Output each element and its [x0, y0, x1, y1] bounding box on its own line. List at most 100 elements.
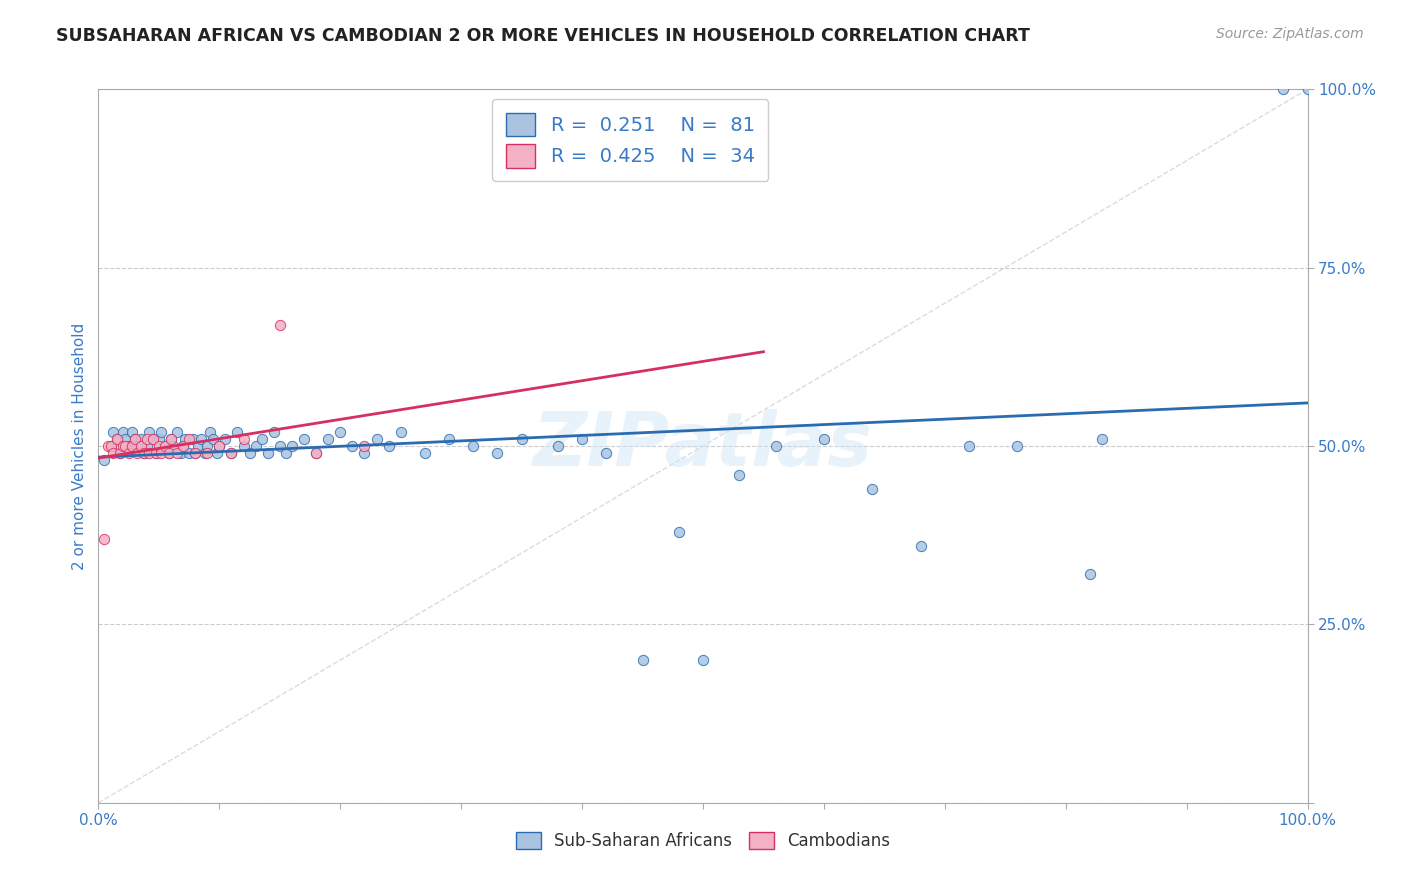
Point — [269, 318, 291, 332]
Point — [111, 425, 134, 439]
Point — [138, 425, 160, 439]
Point — [860, 482, 883, 496]
Point — [108, 446, 131, 460]
Point — [353, 439, 375, 453]
Point — [281, 439, 304, 453]
Point — [169, 446, 191, 460]
Point — [127, 446, 149, 460]
Point — [97, 439, 120, 453]
Text: ZIPatlas: ZIPatlas — [533, 409, 873, 483]
Point — [118, 446, 141, 460]
Point — [101, 425, 124, 439]
Point — [329, 425, 352, 439]
Point — [263, 425, 285, 439]
Point — [205, 446, 228, 460]
Point — [366, 432, 388, 446]
Point — [232, 439, 254, 453]
Point — [114, 439, 136, 453]
Text: Source: ZipAtlas.com: Source: ZipAtlas.com — [1216, 27, 1364, 41]
Point — [142, 432, 165, 446]
Point — [547, 439, 569, 453]
Point — [174, 432, 197, 446]
Point — [437, 432, 460, 446]
Point — [1296, 82, 1319, 96]
Point — [668, 524, 690, 539]
Point — [129, 432, 152, 446]
Point — [114, 432, 136, 446]
Point — [179, 432, 201, 446]
Point — [160, 432, 183, 446]
Point — [162, 439, 184, 453]
Point — [342, 439, 364, 453]
Point — [256, 446, 278, 460]
Point — [232, 432, 254, 446]
Point — [226, 425, 249, 439]
Point — [150, 446, 173, 460]
Point — [813, 432, 835, 446]
Point — [118, 439, 141, 453]
Point — [150, 425, 173, 439]
Point — [148, 432, 170, 446]
Point — [190, 432, 212, 446]
Point — [157, 446, 180, 460]
Point — [166, 446, 188, 460]
Point — [631, 653, 654, 667]
Point — [101, 446, 124, 460]
Point — [111, 439, 134, 453]
Point — [184, 446, 207, 460]
Point — [208, 439, 231, 453]
Point — [274, 446, 297, 460]
Point — [121, 439, 143, 453]
Point — [463, 439, 485, 453]
Point — [124, 432, 146, 446]
Point — [221, 446, 243, 460]
Point — [486, 446, 509, 460]
Point — [1078, 567, 1101, 582]
Point — [198, 425, 221, 439]
Point — [571, 432, 593, 446]
Point — [1091, 432, 1114, 446]
Point — [121, 425, 143, 439]
Point — [129, 439, 152, 453]
Point — [145, 446, 167, 460]
Point — [134, 446, 156, 460]
Point — [93, 453, 115, 467]
Point — [181, 432, 204, 446]
Point — [157, 446, 180, 460]
Text: SUBSAHARAN AFRICAN VS CAMBODIAN 2 OR MORE VEHICLES IN HOUSEHOLD CORRELATION CHAR: SUBSAHARAN AFRICAN VS CAMBODIAN 2 OR MOR… — [56, 27, 1031, 45]
Point — [245, 439, 267, 453]
Point — [202, 432, 225, 446]
Point — [172, 439, 194, 453]
Point — [124, 432, 146, 446]
Point — [214, 432, 236, 446]
Point — [292, 432, 315, 446]
Point — [166, 425, 188, 439]
Point — [145, 446, 167, 460]
Point — [221, 446, 243, 460]
Point — [389, 425, 412, 439]
Point — [148, 439, 170, 453]
Legend: Sub-Saharan Africans, Cambodians: Sub-Saharan Africans, Cambodians — [508, 824, 898, 859]
Point — [108, 446, 131, 460]
Point — [957, 439, 980, 453]
Point — [134, 446, 156, 460]
Point — [765, 439, 787, 453]
Point — [208, 439, 231, 453]
Point — [510, 432, 533, 446]
Point — [179, 446, 201, 460]
Point — [187, 439, 209, 453]
Point — [195, 446, 218, 460]
Point — [305, 446, 328, 460]
Point — [127, 439, 149, 453]
Point — [135, 439, 157, 453]
Point — [153, 439, 176, 453]
Point — [93, 532, 115, 546]
Point — [305, 446, 328, 460]
Point — [105, 432, 128, 446]
Point — [316, 432, 339, 446]
Point — [377, 439, 399, 453]
Y-axis label: 2 or more Vehicles in Household: 2 or more Vehicles in Household — [72, 322, 87, 570]
Point — [1007, 439, 1029, 453]
Point — [194, 446, 217, 460]
Point — [153, 439, 176, 453]
